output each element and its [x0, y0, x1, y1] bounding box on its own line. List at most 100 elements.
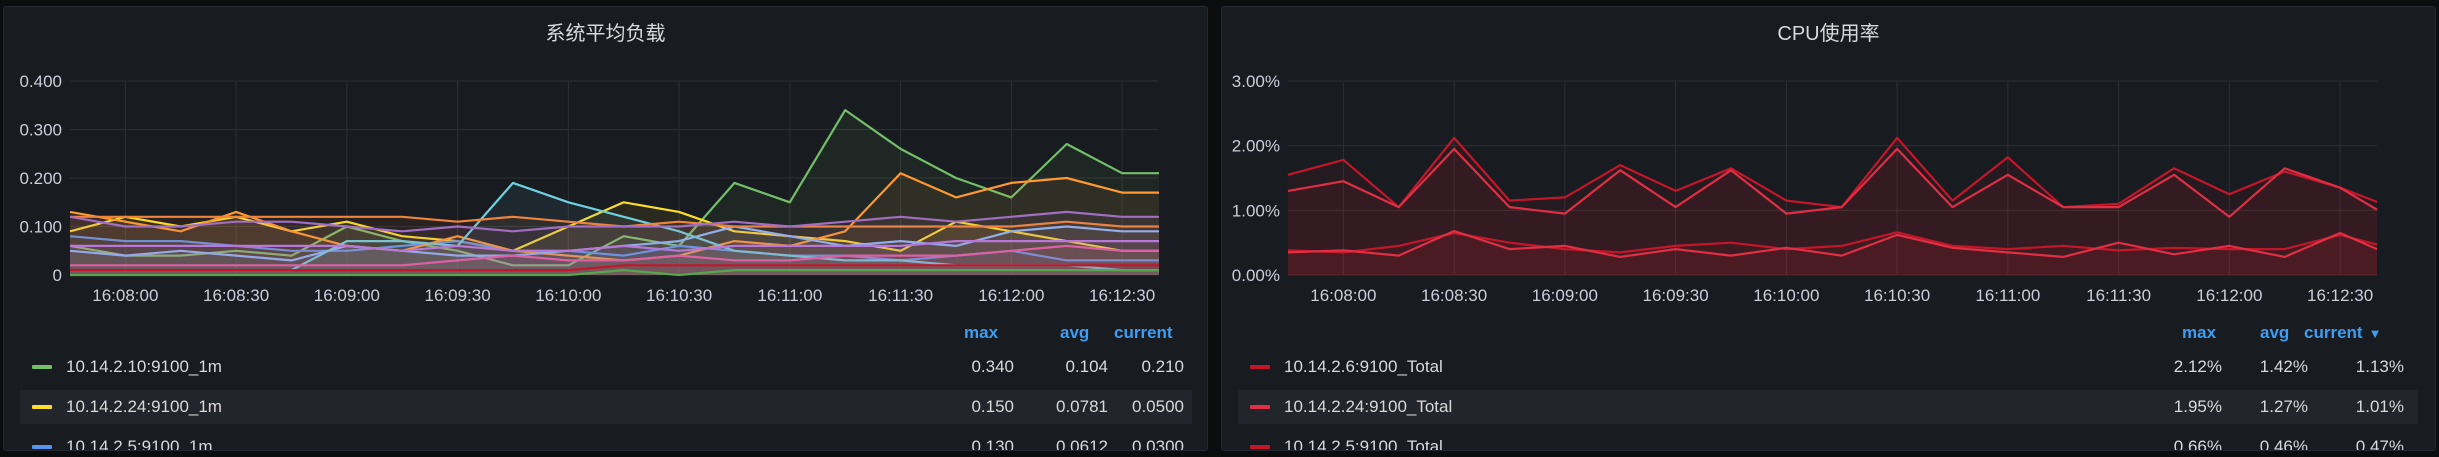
legend-avg-value: 0.0612: [1056, 437, 1108, 451]
series-area: [1288, 231, 2377, 275]
series-area: [70, 241, 1159, 275]
legend-header-max[interactable]: max: [964, 323, 999, 342]
legend-max-value: 0.66%: [2173, 437, 2222, 451]
series-area: [70, 182, 1159, 275]
series-area: [70, 226, 1159, 275]
panel-title[interactable]: CPU使用率: [1777, 23, 1880, 45]
grid: [1288, 80, 2377, 276]
axes: 0 0.100 0.200 0.300 0.400 16:08:00 16:08:30 16:…: [19, 72, 1155, 305]
legend-current-value: 1.01%: [2355, 397, 2404, 416]
series-line[interactable]: [70, 269, 1159, 277]
load-chart: 0 0.100 0.200 0.300 0.400 16:08:00 16:08:30 16:…: [19, 72, 1159, 305]
series-line[interactable]: [1287, 229, 2378, 258]
x-tick-label: 16:12:00: [2196, 286, 2262, 305]
legend-series-name[interactable]: 10.14.2.10:9100_1m: [66, 357, 222, 376]
x-tick-label: 16:11:30: [2086, 286, 2151, 305]
series-color-swatch[interactable]: [1250, 365, 1270, 369]
x-tick-label: 16:08:30: [1421, 286, 1487, 305]
series-area: [1288, 148, 2377, 275]
legend-header-max[interactable]: max: [2182, 323, 2217, 342]
legend-current-value: 0.0500: [1132, 397, 1184, 416]
series-group: [1287, 136, 2378, 275]
legend-header-current[interactable]: current: [1114, 323, 1173, 342]
legend-avg-value: 1.42%: [2259, 357, 2308, 376]
y-tick-label: 0.200: [19, 169, 62, 188]
x-tick-label: 16:10:00: [1753, 286, 1819, 305]
legend-series-name[interactable]: 10.14.2.24:9100_1m: [66, 397, 222, 416]
series-color-swatch[interactable]: [32, 405, 52, 409]
y-tick-label: 0.300: [19, 121, 62, 140]
cpu-chart: 0.00% 1.00% 2.00% 3.00% 16:08:00 16:08:30 16:0…: [1232, 72, 2378, 305]
legend-series-name[interactable]: 10.14.2.5:9100_Total: [1284, 437, 1443, 451]
x-tick-label: 16:11:00: [757, 286, 822, 305]
series-group: [69, 108, 1159, 277]
legend-header-avg[interactable]: avg: [2260, 323, 2290, 342]
legend-current-value: 1.13%: [2355, 357, 2404, 376]
x-tick-label: 16:08:30: [203, 286, 269, 305]
x-tick-label: 16:09:30: [1643, 286, 1709, 305]
y-tick-label: 3.00%: [1232, 72, 1280, 91]
x-tick-label: 16:08:00: [92, 286, 158, 305]
y-tick-label: 0.00%: [1232, 266, 1280, 285]
panel-system-load: 系统平均负载 0 0.100 0.200 0.300 0.400 16:08:00 16:0…: [3, 6, 1208, 451]
y-tick-label: 0.100: [19, 218, 62, 237]
sort-chevron-down-icon: ▼: [2368, 326, 2382, 341]
legend-avg-value: 1.27%: [2259, 397, 2308, 416]
y-tick-label: 0: [53, 266, 62, 285]
series-area: [70, 173, 1159, 275]
legend-header-current-label: current: [2304, 323, 2363, 342]
legend-avg-value: 0.46%: [2259, 437, 2308, 451]
legend-row[interactable]: 10.14.2.5:9100_Total 0.66% 0.46% 0.47%: [1238, 430, 2418, 451]
series-line[interactable]: [69, 210, 1159, 233]
legend-row[interactable]: 10.14.2.24:9100_Total 1.95% 1.27% 1.01%: [1238, 390, 2418, 424]
x-tick-label: 16:11:00: [1975, 286, 2040, 305]
legend-max-value: 0.130: [971, 437, 1014, 451]
series-line[interactable]: [69, 108, 1159, 267]
y-tick-label: 1.00%: [1232, 201, 1280, 220]
series-area: [70, 110, 1159, 275]
legend-series-name[interactable]: 10.14.2.5:9100_1m: [66, 437, 213, 451]
x-tick-label: 16:12:30: [2307, 286, 2373, 305]
legend-series-name[interactable]: 10.14.2.24:9100_Total: [1284, 397, 1453, 416]
legend-max-value: 2.12%: [2173, 357, 2222, 376]
y-tick-label: 0.400: [19, 72, 62, 91]
legend-current-value: 0.0300: [1132, 437, 1184, 451]
x-tick-label: 16:10:30: [1864, 286, 1930, 305]
series-color-swatch[interactable]: [32, 445, 52, 449]
grid: [70, 80, 1159, 276]
panel-cpu-usage: CPU使用率 0.00% 1.00% 2.00% 3.00% 16:08:00 16:08…: [1221, 6, 2436, 451]
x-tick-label: 16:09:00: [1532, 286, 1598, 305]
legend-row[interactable]: 10.14.2.10:9100_1m 0.340 0.104 0.210: [20, 350, 1192, 384]
series-line[interactable]: [70, 240, 1159, 252]
series-line[interactable]: [70, 264, 1159, 272]
series-area: [70, 270, 1159, 275]
legend-row[interactable]: 10.14.2.24:9100_1m 0.150 0.0781 0.0500: [20, 390, 1192, 424]
legend-max-value: 1.95%: [2173, 397, 2222, 416]
series-line[interactable]: [70, 244, 1159, 267]
panel-title[interactable]: 系统平均负载: [545, 23, 666, 45]
legend-header-avg[interactable]: avg: [1060, 323, 1090, 342]
x-tick-label: 16:11:30: [868, 286, 933, 305]
series-area: [70, 211, 1159, 275]
legend-max-value: 0.340: [971, 357, 1014, 376]
x-tick-label: 16:12:30: [1089, 286, 1155, 305]
legend-avg-value: 0.104: [1065, 357, 1108, 376]
series-color-swatch[interactable]: [1250, 405, 1270, 409]
series-color-swatch[interactable]: [32, 365, 52, 369]
legend-avg-value: 0.0781: [1056, 397, 1108, 416]
legend-current-value: 0.47%: [2355, 437, 2404, 451]
legend-row[interactable]: 10.14.2.5:9100_1m 0.130 0.0612 0.0300: [20, 430, 1192, 451]
x-tick-label: 16:12:00: [978, 286, 1044, 305]
series-line[interactable]: [1287, 147, 2378, 218]
legend-current-value: 0.210: [1141, 357, 1184, 376]
legend-series-name[interactable]: 10.14.2.6:9100_Total: [1284, 357, 1443, 376]
x-tick-label: 16:10:30: [646, 286, 712, 305]
legend-row[interactable]: 10.14.2.6:9100_Total 2.12% 1.42% 1.13%: [1238, 350, 2418, 384]
legend-header-current[interactable]: current ▼: [2304, 323, 2381, 343]
y-tick-label: 2.00%: [1232, 137, 1280, 156]
series-area: [70, 202, 1159, 275]
legend-max-value: 0.150: [971, 397, 1014, 416]
axes: 0.00% 1.00% 2.00% 3.00% 16:08:00 16:08:30 16:0…: [1232, 72, 2373, 305]
series-color-swatch[interactable]: [1250, 445, 1270, 449]
x-tick-label: 16:09:30: [425, 286, 491, 305]
